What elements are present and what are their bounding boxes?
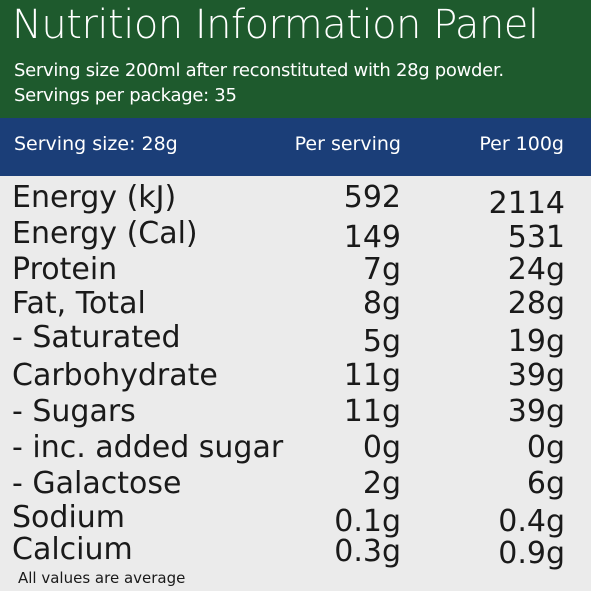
footnote: All values are average (18, 569, 186, 587)
column-header-bar: Serving size: 28g Per serving Per 100g (0, 118, 591, 176)
per-100g-value: 0.4g (498, 504, 565, 539)
per-serving-value: 5g (362, 324, 401, 359)
per-100g-value: 39g (507, 394, 565, 429)
panel-header: Nutrition Information Panel Serving size… (0, 0, 591, 118)
per-100g-value: 0.9g (498, 536, 565, 571)
per-serving-value: 11g (343, 394, 401, 429)
per-100g-value: 28g (507, 286, 565, 321)
nutrient-name: - Saturated (12, 320, 181, 355)
table-row: Energy (kJ) 592 2114 (0, 180, 591, 221)
table-row: - inc. added sugar 0g 0g (0, 430, 591, 465)
nutrient-name: Calcium (12, 532, 133, 567)
column-header-per-serving: Per serving (294, 133, 401, 155)
table-row: Carbohydrate 11g 39g (0, 358, 591, 393)
per-serving-value: 2g (362, 466, 401, 501)
per-100g-value: 19g (507, 324, 565, 359)
nutrient-name: Protein (12, 252, 118, 287)
nutrient-name: Sodium (12, 500, 126, 535)
per-serving-value: 149 (343, 220, 401, 255)
nutrient-name: - Galactose (12, 466, 182, 501)
nutrient-name: - Sugars (12, 394, 136, 429)
per-100g-value: 531 (507, 220, 565, 255)
table-row: Protein 7g 24g (0, 252, 591, 287)
table-row: Calcium 0.3g 0.9g (0, 532, 591, 571)
per-100g-value: 6g (526, 466, 565, 501)
column-header-per-100g: Per 100g (479, 133, 564, 155)
per-serving-value: 8g (362, 286, 401, 321)
table-row: - Galactose 2g 6g (0, 466, 591, 501)
per-serving-value: 7g (362, 252, 401, 287)
per-serving-value: 11g (343, 358, 401, 393)
nutrient-name: Energy (kJ) (12, 180, 177, 215)
per-100g-value: 39g (507, 358, 565, 393)
per-serving-value: 0.3g (334, 534, 401, 569)
per-100g-value: 2114 (488, 186, 565, 221)
nutrient-name: Fat, Total (12, 286, 146, 321)
table-row: Fat, Total 8g 28g (0, 286, 591, 321)
per-serving-value: 0.1g (334, 504, 401, 539)
nutrient-name: Carbohydrate (12, 358, 218, 393)
nutrient-name: - inc. added sugar (12, 430, 284, 465)
table-row: - Saturated 5g 19g (0, 320, 591, 359)
per-serving-value: 0g (362, 430, 401, 465)
table-row: Sodium 0.1g 0.4g (0, 500, 591, 539)
per-100g-value: 24g (507, 252, 565, 287)
nutrient-name: Energy (Cal) (12, 216, 198, 251)
per-100g-value: 0g (526, 430, 565, 465)
column-label-serving-size: Serving size: 28g (14, 133, 178, 155)
per-serving-value: 592 (343, 180, 401, 215)
servings-per-package: Servings per package: 35 (14, 85, 237, 106)
table-row: - Sugars 11g 39g (0, 394, 591, 429)
panel-title: Nutrition Information Panel (12, 2, 539, 48)
serving-size-note: Serving size 200ml after reconstituted w… (14, 60, 504, 81)
table-row: Energy (Cal) 149 531 (0, 216, 591, 255)
